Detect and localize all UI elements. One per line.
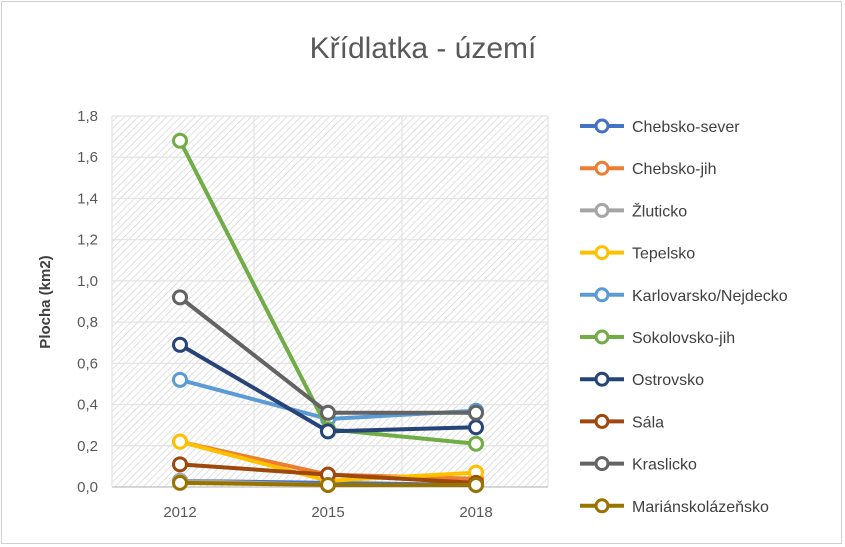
legend-item: Žluticko	[580, 201, 687, 220]
legend-marker	[594, 118, 610, 134]
data-point	[468, 404, 484, 421]
y-tick-label: 1,2	[77, 232, 98, 249]
series-8	[172, 289, 484, 421]
legend-label: Sokolovsko-jih	[632, 330, 735, 347]
legend-marker	[594, 413, 610, 429]
legend-item: Chebsko-jih	[580, 160, 716, 178]
x-tick-label: 2012	[163, 504, 196, 521]
legend-item: Ostrovsko	[580, 371, 704, 389]
y-tick-label: 1,4	[77, 190, 98, 207]
legend-label: Kraslicko	[632, 457, 697, 474]
axes: 0,0 0,2 0,4 0,6 0,8 1,0 1,2 1,4 1,6 1,8 2012 2015 20…	[77, 108, 493, 521]
legend: Chebsko-sever Chebsko-jih Žluticko Tepelsko…	[580, 118, 788, 516]
series-9	[172, 474, 484, 493]
y-tick-label: 0,4	[77, 397, 98, 414]
legend-item: Chebsko-sever	[580, 118, 740, 136]
legend-label: Chebsko-sever	[632, 119, 740, 136]
data-point	[172, 371, 188, 388]
y-tick-label: 1,6	[77, 149, 98, 166]
x-tick-label: 2018	[459, 504, 492, 521]
data-point	[172, 289, 188, 306]
data-point	[172, 132, 188, 149]
legend-item: Mariánskolázeňsko	[580, 498, 769, 516]
data-point	[320, 404, 336, 421]
y-tick-label: 0,0	[77, 479, 98, 496]
legend-marker	[594, 245, 610, 261]
data-point	[468, 476, 484, 493]
data-point	[172, 433, 188, 450]
y-tick-label: 0,2	[77, 438, 98, 455]
legend-marker	[594, 456, 610, 472]
data-point	[320, 423, 336, 440]
data-point	[320, 476, 336, 493]
y-tick-label: 0,6	[77, 355, 98, 372]
y-tick-label: 1,0	[77, 273, 98, 290]
legend-item: Karlovarsko/Nejdecko	[580, 287, 788, 305]
y-tick-label: 1,8	[77, 108, 98, 125]
legend-item: Tepelsko	[580, 245, 695, 263]
legend-label: Sála	[632, 414, 664, 431]
data-point	[468, 419, 484, 436]
legend-item: Sála	[580, 413, 664, 431]
legend-label: Tepelsko	[632, 246, 695, 263]
data-point	[468, 435, 484, 452]
series-group	[172, 132, 484, 493]
legend-marker	[594, 329, 610, 345]
chart-title: Křídlatka - území	[310, 32, 537, 65]
data-point	[172, 474, 188, 491]
legend-label: Žluticko	[632, 201, 687, 220]
legend-marker	[594, 202, 610, 218]
legend-label: Karlovarsko/Nejdecko	[632, 288, 788, 305]
legend-marker	[594, 287, 610, 303]
x-tick-label: 2015	[311, 504, 344, 521]
legend-item: Kraslicko	[580, 456, 697, 474]
data-point	[172, 336, 188, 353]
legend-marker	[594, 160, 610, 176]
y-axis-label: Plocha (km2)	[37, 255, 54, 348]
data-point	[172, 456, 188, 473]
legend-label: Ostrovsko	[632, 372, 704, 389]
legend-label: Chebsko-jih	[632, 161, 716, 178]
legend-marker	[594, 371, 610, 387]
legend-item: Sokolovsko-jih	[580, 329, 735, 347]
legend-label: Mariánskolázeňsko	[632, 499, 769, 516]
legend-marker	[594, 498, 610, 514]
y-tick-label: 0,8	[77, 314, 98, 331]
